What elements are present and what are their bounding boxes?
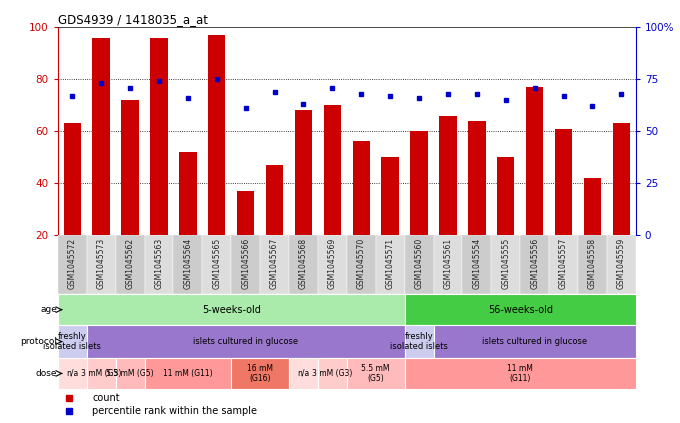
Bar xyxy=(405,325,434,358)
Text: GSM1045571: GSM1045571 xyxy=(386,238,394,289)
Bar xyxy=(439,115,457,235)
Text: islets cultured in glucose: islets cultured in glucose xyxy=(482,337,588,346)
Bar xyxy=(150,38,168,235)
Text: GSM1045564: GSM1045564 xyxy=(184,238,192,289)
Bar xyxy=(58,294,405,325)
Bar xyxy=(260,235,289,294)
Bar xyxy=(92,38,110,235)
Bar xyxy=(324,105,341,235)
Bar xyxy=(497,157,515,235)
Text: GSM1045557: GSM1045557 xyxy=(559,238,568,289)
Bar xyxy=(116,235,144,294)
Text: GSM1045555: GSM1045555 xyxy=(501,238,510,289)
Text: GSM1045559: GSM1045559 xyxy=(617,238,626,289)
Text: GSM1045570: GSM1045570 xyxy=(357,238,366,289)
Text: GSM1045565: GSM1045565 xyxy=(212,238,221,289)
Text: protocol: protocol xyxy=(20,337,57,346)
Bar xyxy=(231,358,289,389)
Text: GSM1045568: GSM1045568 xyxy=(299,238,308,289)
Bar xyxy=(58,325,87,358)
Bar xyxy=(116,358,144,389)
Bar xyxy=(353,141,370,235)
Bar xyxy=(58,235,87,294)
Bar xyxy=(607,235,636,294)
Bar xyxy=(434,325,636,358)
Bar xyxy=(347,358,405,389)
Text: n/a: n/a xyxy=(66,369,78,378)
Text: islets cultured in glucose: islets cultured in glucose xyxy=(193,337,299,346)
Text: age: age xyxy=(40,305,57,314)
Text: 5.5 mM
(G5): 5.5 mM (G5) xyxy=(362,364,390,383)
Text: 16 mM
(G16): 16 mM (G16) xyxy=(247,364,273,383)
Bar xyxy=(295,110,312,235)
Text: GSM1045572: GSM1045572 xyxy=(68,238,77,289)
Bar xyxy=(405,235,434,294)
Bar xyxy=(613,124,630,235)
Bar xyxy=(405,358,636,389)
Bar xyxy=(87,235,116,294)
Bar xyxy=(289,358,318,389)
Bar xyxy=(405,294,636,325)
Bar xyxy=(58,358,87,389)
Text: GDS4939 / 1418035_a_at: GDS4939 / 1418035_a_at xyxy=(58,14,208,26)
Bar xyxy=(584,178,601,235)
Text: dose: dose xyxy=(35,369,57,378)
Text: GSM1045573: GSM1045573 xyxy=(97,238,105,289)
Text: 11 mM
(G11): 11 mM (G11) xyxy=(507,364,533,383)
Bar xyxy=(434,235,462,294)
Bar xyxy=(347,235,376,294)
Text: 56-weeks-old: 56-weeks-old xyxy=(488,305,553,315)
Text: 5-weeks-old: 5-weeks-old xyxy=(202,305,260,315)
Text: percentile rank within the sample: percentile rank within the sample xyxy=(92,407,258,416)
Bar xyxy=(526,87,543,235)
Text: GSM1045558: GSM1045558 xyxy=(588,238,597,289)
Text: 3 mM (G3): 3 mM (G3) xyxy=(312,369,352,378)
Text: GSM1045567: GSM1045567 xyxy=(270,238,279,289)
Bar xyxy=(144,235,173,294)
Bar xyxy=(549,235,578,294)
Bar xyxy=(173,235,203,294)
Text: freshly
isolated islets: freshly isolated islets xyxy=(390,332,448,351)
Text: GSM1045560: GSM1045560 xyxy=(415,238,424,289)
Text: n/a: n/a xyxy=(297,369,309,378)
Bar xyxy=(555,129,573,235)
Text: 3 mM (G3): 3 mM (G3) xyxy=(81,369,121,378)
Bar xyxy=(376,235,405,294)
Bar xyxy=(237,191,254,235)
Bar xyxy=(203,235,231,294)
Text: 11 mM (G11): 11 mM (G11) xyxy=(163,369,213,378)
Bar xyxy=(411,131,428,235)
Bar xyxy=(578,235,607,294)
Text: GSM1045556: GSM1045556 xyxy=(530,238,539,289)
Text: 5.5 mM (G5): 5.5 mM (G5) xyxy=(106,369,154,378)
Bar xyxy=(208,35,226,235)
Bar xyxy=(381,157,398,235)
Bar xyxy=(87,358,116,389)
Bar xyxy=(122,100,139,235)
Bar xyxy=(462,235,492,294)
Text: GSM1045554: GSM1045554 xyxy=(473,238,481,289)
Bar xyxy=(231,235,260,294)
Bar xyxy=(318,358,347,389)
Bar xyxy=(289,235,318,294)
Bar xyxy=(318,235,347,294)
Text: GSM1045563: GSM1045563 xyxy=(154,238,163,289)
Bar xyxy=(492,235,520,294)
Text: count: count xyxy=(92,393,120,403)
Bar xyxy=(64,124,81,235)
Text: GSM1045569: GSM1045569 xyxy=(328,238,337,289)
Bar xyxy=(520,235,549,294)
Bar xyxy=(87,325,405,358)
Bar xyxy=(180,152,197,235)
Text: GSM1045566: GSM1045566 xyxy=(241,238,250,289)
Bar xyxy=(144,358,231,389)
Text: freshly
isolated islets: freshly isolated islets xyxy=(44,332,101,351)
Text: GSM1045561: GSM1045561 xyxy=(443,238,452,289)
Text: GSM1045562: GSM1045562 xyxy=(126,238,135,289)
Bar xyxy=(469,121,486,235)
Bar xyxy=(266,165,284,235)
